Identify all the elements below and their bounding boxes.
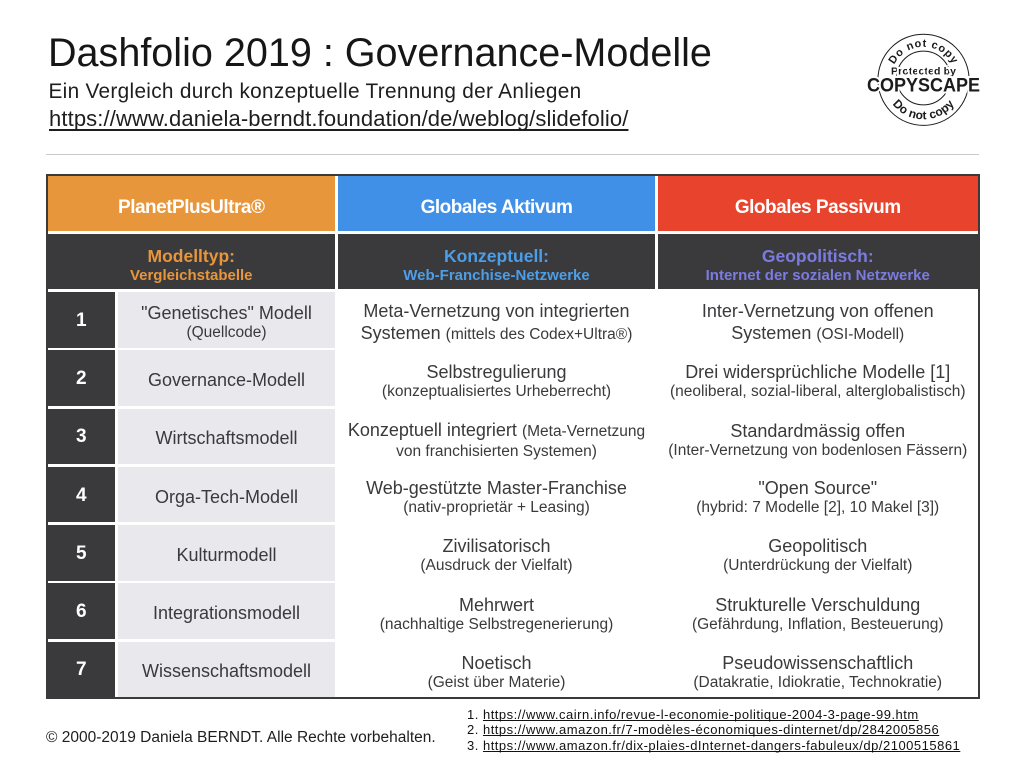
svg-text:Protected by: Protected by: [891, 66, 956, 78]
svg-text:COPYSCAPE: COPYSCAPE: [867, 75, 980, 97]
